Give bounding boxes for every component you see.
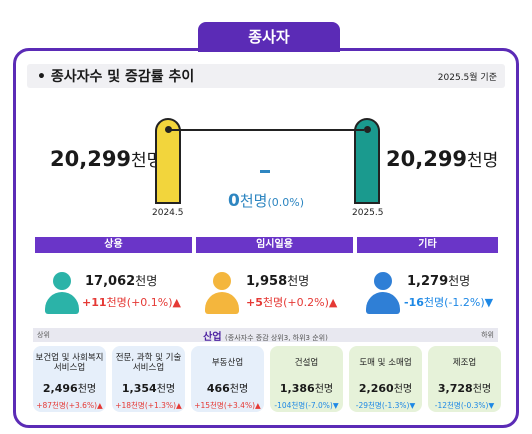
arrow-down-icon: ▼ — [484, 296, 494, 309]
industry-card-manufacturing: 제조업 3,728천명 -12천명(-0.3%)▼ — [428, 346, 501, 412]
industry-change: +15천명(+3.4%)▲ — [194, 401, 261, 410]
other-change: -16천명(-1.2%)▼ — [404, 294, 493, 310]
industry-card-health: 보건업 및 사회복지 서비스업 2,496천명 +87천명(+3.6%)▲ — [33, 346, 106, 412]
person-icon-other — [366, 272, 400, 314]
other-number: 1,279 — [407, 274, 449, 289]
arrow-up-icon: ▲ — [172, 296, 181, 309]
industry-change: -12천명(-0.3%)▼ — [434, 401, 495, 410]
section-title: • 종사자수 및 증감률 추이 — [37, 69, 195, 85]
year-left: 2024.5 — [152, 208, 184, 218]
total-change-value: 0 — [228, 191, 240, 211]
content-frame — [13, 48, 519, 428]
connector-line — [168, 129, 364, 131]
industry-header: 상위 산업 (종사자수 증감 상위3, 하위3 순위) 하위 — [33, 328, 498, 343]
industry-subtitle: (종사자수 증감 상위3, 하위3 순위) — [225, 334, 328, 342]
reference-date: 2025.5월 기준 — [437, 73, 497, 83]
temporary-number: 1,958 — [246, 274, 288, 289]
regular-change-pct: (+0.1%) — [126, 296, 173, 309]
industry-top-label: 상위 — [37, 331, 50, 339]
other-change-pct: (-1.2%) — [444, 296, 485, 309]
temporary-unit: 천명 — [287, 274, 310, 288]
temporary-change-pct: (+0.2%) — [283, 296, 329, 309]
industry-value: 2,496천명 — [42, 382, 97, 395]
total-change-pct: (0.0%) — [267, 196, 304, 209]
temporary-value: 1,958천명 — [246, 272, 309, 289]
regular-change-unit: 천명 — [106, 296, 127, 309]
temporary-change: +5천명(+0.2%)▲ — [246, 294, 337, 310]
industry-card-realestate: 부동산업 466천명 +15천명(+3.4%)▲ — [191, 346, 264, 412]
category-header-regular: 상용 — [35, 237, 192, 253]
industry-title: 산업 (종사자수 증감 상위3, 하위3 순위) — [33, 328, 498, 343]
arrow-up-icon: ▲ — [328, 296, 338, 309]
industry-value: 3,728천명 — [437, 382, 492, 395]
industry-title-text: 산업 — [203, 332, 222, 343]
other-value: 1,279천명 — [407, 272, 470, 289]
total-right-value: 20,299천명 — [386, 146, 498, 171]
year-right: 2025.5 — [352, 208, 384, 218]
industry-bottom-label: 하위 — [481, 331, 494, 339]
total-left-unit: 천명 — [131, 151, 163, 171]
regular-number: 17,062 — [85, 274, 136, 289]
regular-change: +11천명(+0.1%)▲ — [82, 294, 181, 310]
category-header-temporary: 임시일용 — [196, 237, 353, 253]
tab-employees[interactable]: 종사자 — [198, 22, 340, 52]
industry-card-professional: 전문, 과학 및 기술 서비스업 1,354천명 +18천명(+1.3%)▲ — [112, 346, 185, 412]
temporary-change-value: +5 — [246, 296, 263, 309]
category-header-other: 기타 — [357, 237, 498, 253]
industry-change: -104천명(-7.0%)▼ — [274, 401, 339, 410]
industry-value: 2,260천명 — [358, 382, 413, 395]
industry-name: 건설업 — [294, 358, 319, 368]
industry-name: 전문, 과학 및 기술 서비스업 — [115, 353, 182, 373]
connector-dot-left — [165, 126, 172, 133]
total-change-unit: 천명 — [239, 192, 268, 210]
industry-name: 도매 및 소매업 — [359, 358, 412, 368]
person-icon-temporary — [205, 272, 239, 314]
industry-value: 1,354천명 — [121, 382, 176, 395]
other-change-value: -16 — [404, 296, 424, 309]
section-title-bar: • 종사자수 및 증감률 추이 2025.5월 기준 — [27, 64, 505, 88]
industry-card-construction: 건설업 1,386천명 -104천명(-7.0%)▼ — [270, 346, 343, 412]
total-right-unit: 천명 — [467, 151, 499, 171]
temporary-change-unit: 천명 — [262, 296, 284, 309]
regular-change-value: +11 — [82, 296, 107, 309]
industry-change: -29천명(-1.3%)▼ — [355, 401, 416, 410]
person-icon-regular — [45, 272, 79, 314]
industry-change: +18천명(+1.3%)▲ — [115, 401, 182, 410]
change-dash-icon — [260, 170, 270, 173]
regular-value: 17,062천명 — [85, 272, 157, 289]
other-unit: 천명 — [448, 274, 471, 288]
total-change: 0천명(0.0%) — [200, 190, 332, 211]
total-left-value: 20,299천명 — [50, 146, 162, 171]
industry-value: 466천명 — [206, 382, 249, 395]
total-right-number: 20,299 — [386, 147, 468, 171]
other-change-unit: 천명 — [423, 296, 445, 309]
connector-dot-right — [364, 126, 371, 133]
industry-name: 제조업 — [452, 358, 477, 368]
industry-card-wholesale: 도매 및 소매업 2,260천명 -29천명(-1.3%)▼ — [349, 346, 422, 412]
regular-unit: 천명 — [135, 274, 158, 288]
industry-change: +87천명(+3.6%)▲ — [36, 401, 103, 410]
industry-value: 1,386천명 — [279, 382, 334, 395]
total-left-number: 20,299 — [50, 147, 132, 171]
industry-name: 보건업 및 사회복지 서비스업 — [35, 353, 104, 373]
industry-name: 부동산업 — [211, 358, 244, 368]
